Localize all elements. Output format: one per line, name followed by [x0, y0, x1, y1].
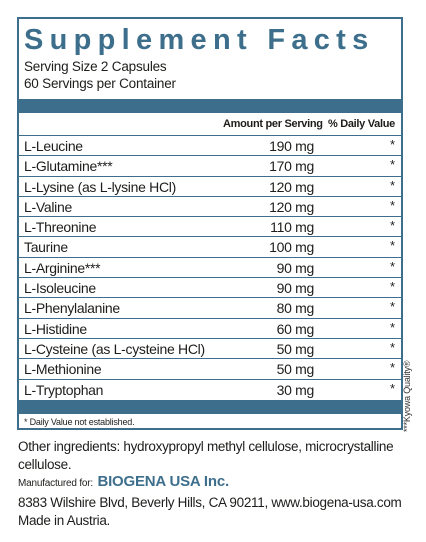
table-row: L-Tryptophan 30 mg *: [19, 378, 401, 399]
table-row: L-Valine 120 mg *: [19, 195, 401, 216]
ingredient-name: L-Glutamine***: [24, 158, 113, 175]
table-row: L-Cysteine (as L-cysteine HCl) 50 mg *: [19, 337, 401, 358]
ingredient-dv: *: [389, 319, 395, 335]
ingredients-table: L-Leucine 190 mg * L-Glutamine*** 170 mg…: [19, 135, 401, 399]
table-row: L-Histidine 60 mg *: [19, 317, 401, 338]
footer-divider-bar: [19, 400, 401, 414]
table-row: Taurine 100 mg *: [19, 236, 401, 256]
ingredient-amount: 90 mg: [276, 280, 315, 297]
ingredient-dv: *: [389, 177, 395, 193]
country-of-origin: Made in Austria.: [18, 513, 111, 528]
ingredient-dv: *: [389, 299, 395, 315]
table-row: L-Glutamine*** 170 mg *: [19, 155, 401, 175]
ingredient-dv: *: [389, 197, 395, 213]
ingredient-dv: *: [389, 279, 395, 295]
ingredient-dv: *: [389, 258, 395, 274]
ingredient-dv: *: [389, 137, 395, 152]
ingredient-dv: *: [389, 238, 395, 254]
header-divider-bar: [19, 99, 401, 113]
ingredient-amount: 120 mg: [269, 198, 314, 215]
ingredient-amount: 100 mg: [269, 239, 314, 256]
table-row: L-Arginine*** 90 mg *: [19, 256, 401, 277]
ingredient-amount: 80 mg: [276, 300, 315, 317]
ingredient-amount: 120 mg: [269, 178, 314, 195]
ingredient-amount: 30 mg: [276, 381, 315, 398]
table-row: L-Leucine 190 mg *: [19, 135, 401, 155]
ingredient-name: L-Histidine: [24, 320, 87, 337]
other-ingredients: Other ingredients: hydroxypropyl methyl …: [18, 439, 394, 472]
supplement-facts-panel: Supplement Facts Serving Size 2 Capsules…: [17, 17, 403, 430]
ingredient-amount: 190 mg: [269, 138, 314, 154]
ingredient-name: L-Cysteine (as L-cysteine HCl): [24, 340, 205, 357]
kyowa-quality-text: ***Kyowa Quality®: [402, 360, 412, 432]
ingredient-amount: 60 mg: [276, 320, 315, 337]
serving-size: Serving Size 2 Capsules: [24, 59, 167, 74]
table-row: L-Lysine (as L-lysine HCl) 120 mg *: [19, 175, 401, 196]
ingredient-amount: 50 mg: [276, 361, 315, 378]
ingredient-name: L-Lysine (as L-lysine HCl): [24, 178, 176, 195]
column-header-amount: Amount per Serving: [223, 118, 323, 130]
ingredient-name: L-Threonine: [24, 219, 97, 236]
manufacturer-line: Manufactured for: BIOGENA USA Inc.: [18, 474, 229, 492]
panel-title: Supplement Facts: [24, 24, 375, 56]
ingredient-name: L-Valine: [24, 198, 72, 215]
ingredient-dv: *: [389, 157, 395, 173]
ingredient-dv: *: [389, 339, 395, 355]
ingredient-amount: 110 mg: [270, 219, 314, 236]
ingredient-amount: 90 mg: [276, 259, 315, 276]
ingredient-dv: *: [389, 380, 395, 396]
ingredient-dv: *: [389, 218, 395, 234]
column-header-daily-value: % Daily Value: [327, 118, 395, 130]
table-row: L-Isoleucine 90 mg *: [19, 277, 401, 297]
servings-per-container: 60 Servings per Container: [24, 76, 176, 91]
table-row: L-Phenylalanine 80 mg *: [19, 297, 401, 317]
table-row: L-Threonine 110 mg *: [19, 216, 401, 236]
ingredient-name: L-Phenylalanine: [24, 300, 120, 317]
manufacturer-address: 8383 Wilshire Blvd, Beverly Hills, CA 90…: [18, 495, 402, 510]
ingredient-amount: 170 mg: [269, 158, 314, 175]
ingredient-name: L-Methionine: [24, 361, 102, 378]
ingredient-name: L-Tryptophan: [24, 381, 104, 398]
ingredient-dv: *: [389, 360, 395, 376]
ingredient-amount: 50 mg: [276, 340, 315, 357]
ingredient-name: Taurine: [24, 239, 68, 256]
ingredient-name: L-Arginine***: [24, 259, 101, 276]
ingredient-name: L-Isoleucine: [24, 280, 96, 297]
manufacturer-label: Manufactured for:: [18, 478, 93, 489]
ingredient-name: L-Leucine: [24, 138, 83, 154]
table-row: L-Methionine 50 mg *: [19, 358, 401, 378]
manufacturer-brand: BIOGENA USA Inc.: [97, 473, 229, 490]
daily-value-footnote: * Daily Value not established.: [24, 417, 135, 427]
